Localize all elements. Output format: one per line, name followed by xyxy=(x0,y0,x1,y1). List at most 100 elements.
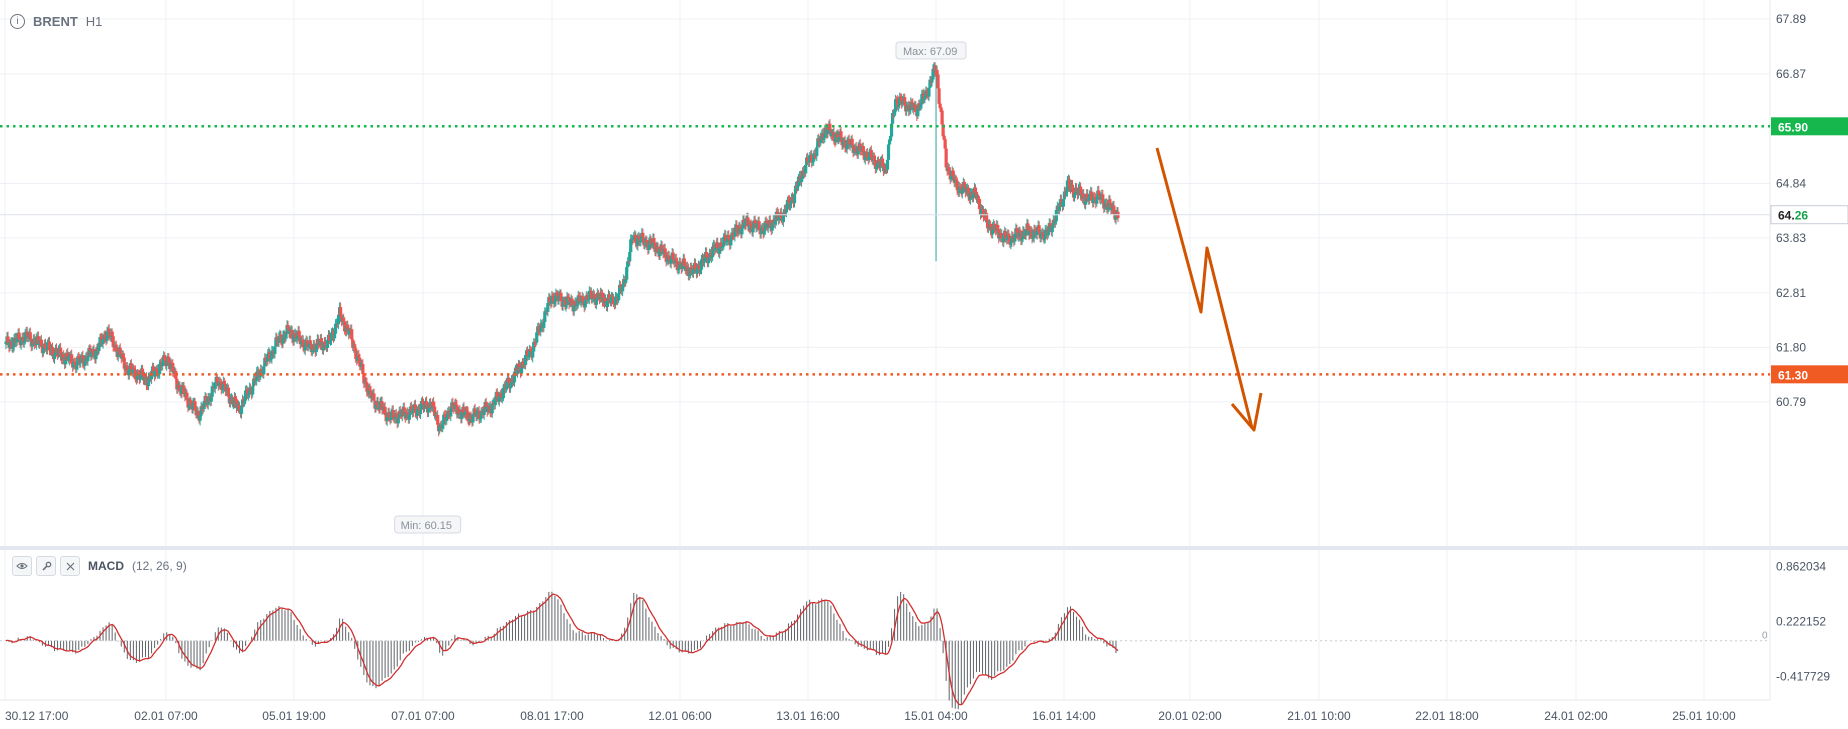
candle-body xyxy=(802,170,806,172)
candle-body xyxy=(1019,232,1023,241)
candle-body xyxy=(574,301,578,307)
candle-body xyxy=(219,382,223,390)
candle-body xyxy=(528,349,532,356)
candle-body xyxy=(221,381,225,389)
candle-body xyxy=(303,342,307,351)
candle-body xyxy=(198,415,202,421)
candle-body xyxy=(125,365,129,371)
candle-body xyxy=(542,322,546,328)
candle-body xyxy=(458,409,462,415)
candle-body xyxy=(916,108,920,117)
candle-body xyxy=(792,193,797,204)
candle-body xyxy=(346,325,350,329)
candle-body xyxy=(512,371,517,383)
candle-body xyxy=(1039,233,1043,239)
candle-body xyxy=(773,221,777,225)
candle-body xyxy=(308,340,312,344)
candle-body xyxy=(951,170,955,177)
candle-body xyxy=(874,166,878,169)
candle-body xyxy=(465,409,469,412)
candle-body xyxy=(682,258,686,266)
macd-tick-label: -0.417729 xyxy=(1776,670,1830,684)
candle-body xyxy=(621,285,625,292)
candle-body xyxy=(751,228,755,233)
candle-body xyxy=(1022,230,1026,232)
candle-body xyxy=(984,213,989,220)
candle-body xyxy=(242,400,247,403)
candle-body xyxy=(378,401,382,410)
close-icon[interactable] xyxy=(60,556,80,576)
candle-body xyxy=(1026,223,1030,231)
candle-body xyxy=(357,354,361,358)
info-icon[interactable]: i xyxy=(10,14,25,29)
candle-body xyxy=(779,212,783,219)
candle-body xyxy=(200,406,204,408)
candle-body xyxy=(852,149,856,153)
candle-body xyxy=(1076,187,1081,195)
candle-body xyxy=(127,368,131,376)
candle-body xyxy=(1110,207,1114,211)
candle-body xyxy=(674,258,678,261)
candle-body xyxy=(484,401,488,408)
candle-body xyxy=(531,351,535,358)
candle-body xyxy=(720,242,724,247)
candle-body xyxy=(697,265,702,272)
candle-body xyxy=(1031,237,1035,239)
candle-body xyxy=(157,374,161,376)
candle-body xyxy=(455,404,459,415)
candle-body xyxy=(224,389,228,392)
candle-body xyxy=(501,387,505,399)
candle-body xyxy=(977,198,982,210)
candle-body xyxy=(828,123,832,130)
candle-body xyxy=(260,369,264,371)
candle-body xyxy=(118,347,122,355)
wrench-icon[interactable] xyxy=(36,556,56,576)
candle-body xyxy=(70,354,74,364)
candle-body xyxy=(753,220,757,224)
candle-body xyxy=(111,336,115,347)
candle-body xyxy=(58,347,63,358)
candle-body xyxy=(228,398,233,404)
candle-body xyxy=(301,339,305,348)
candle-body xyxy=(175,378,179,390)
timeframe-label[interactable]: H1 xyxy=(85,14,103,29)
candle-body xyxy=(514,367,519,373)
candle-body xyxy=(34,336,38,345)
candle-body xyxy=(748,224,752,230)
candle-body xyxy=(350,329,354,340)
candle-body xyxy=(332,333,337,339)
candle-body xyxy=(466,411,470,422)
candle-body xyxy=(869,149,873,159)
candle-body xyxy=(327,334,332,342)
candle-body xyxy=(993,223,997,231)
candle-body xyxy=(151,366,156,372)
macd-tick-label: 0.222152 xyxy=(1776,615,1826,629)
candle-body xyxy=(482,408,486,416)
candle-body xyxy=(193,401,197,411)
price-tick-label: 67.89 xyxy=(1776,12,1806,26)
candle-body xyxy=(264,357,268,361)
candle-body xyxy=(740,228,744,235)
candle-body xyxy=(735,224,739,233)
candle-body xyxy=(907,104,911,112)
candle-body xyxy=(255,371,259,381)
candle-body xyxy=(989,223,993,231)
candle-body xyxy=(897,104,901,107)
candle-body xyxy=(1000,233,1004,239)
candle-body xyxy=(365,382,369,392)
forecast-arrow xyxy=(1155,147,1254,429)
candle-body xyxy=(268,351,272,360)
eye-icon[interactable] xyxy=(12,556,32,576)
macd-histogram xyxy=(8,591,1117,710)
candle-body xyxy=(290,329,294,339)
candle-body xyxy=(30,341,34,347)
candle-body xyxy=(804,164,808,174)
candle-body xyxy=(843,140,847,148)
candle-body xyxy=(865,152,869,157)
candle-body xyxy=(499,392,503,399)
candle-body xyxy=(642,237,646,246)
candle-body xyxy=(680,263,684,270)
candle-body xyxy=(901,100,905,105)
candle-body xyxy=(811,161,815,163)
